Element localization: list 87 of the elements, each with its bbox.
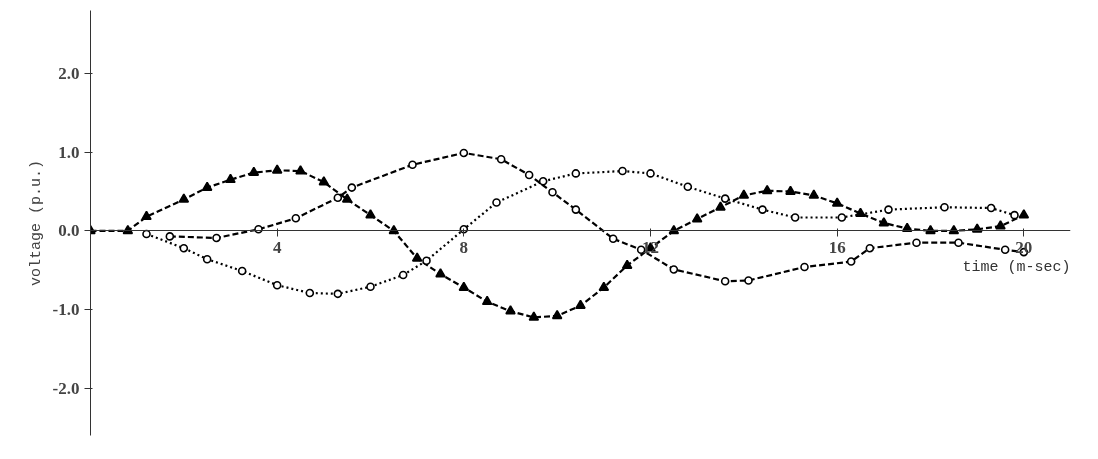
point (271, 164, 283, 174)
y-tick-label: 2.0 (58, 63, 80, 83)
point (202, 254, 212, 264)
point (272, 280, 282, 290)
point (878, 217, 890, 227)
point (481, 295, 493, 306)
point (165, 232, 175, 241)
point (846, 257, 856, 266)
point (995, 220, 1006, 230)
point (212, 233, 221, 243)
point (366, 282, 375, 292)
point (1018, 209, 1030, 219)
point (459, 148, 469, 158)
point (618, 166, 627, 176)
x-tick-label: 16 (828, 237, 846, 257)
point (179, 243, 189, 253)
y-tick-label: -2.0 (52, 378, 80, 398)
point (201, 181, 213, 191)
point (683, 182, 693, 192)
point (575, 299, 586, 310)
point (548, 188, 557, 197)
point (598, 281, 610, 291)
point (608, 234, 618, 244)
point (365, 209, 376, 219)
point (492, 198, 501, 207)
point (738, 189, 750, 199)
point (341, 193, 353, 203)
x-tick-label: 4 (272, 237, 282, 257)
point (551, 309, 563, 320)
point (621, 259, 633, 269)
point (538, 176, 548, 186)
point (142, 229, 151, 239)
y-axis-title: voltage (p.u.) (27, 159, 45, 287)
point (720, 194, 730, 203)
point (831, 197, 843, 207)
point (141, 210, 152, 221)
point (808, 189, 820, 199)
point (720, 276, 730, 286)
point (785, 185, 796, 195)
y-tick-label: 0.0 (58, 221, 80, 241)
point (912, 238, 921, 247)
point (333, 289, 343, 299)
point (986, 203, 996, 213)
point (225, 173, 236, 184)
point (333, 193, 343, 203)
point (940, 202, 949, 212)
point (1010, 210, 1019, 220)
point (800, 262, 809, 272)
point (884, 205, 893, 214)
point (744, 276, 753, 285)
point (837, 213, 847, 222)
point (761, 184, 773, 195)
point (411, 252, 423, 262)
x-axis-title: time (m-sec) (962, 258, 1071, 276)
point (715, 201, 726, 211)
point (496, 154, 506, 164)
y-tick-label: 1.0 (58, 142, 80, 162)
point (248, 166, 260, 177)
x-tick-label: 8 (459, 237, 469, 257)
point (669, 265, 679, 274)
y-tick-label: -1.0 (52, 300, 80, 320)
point (865, 243, 875, 253)
point (691, 213, 703, 223)
point (954, 238, 963, 247)
point (237, 266, 247, 276)
point (524, 170, 534, 180)
point (435, 268, 446, 278)
point (291, 213, 301, 223)
point (408, 160, 417, 170)
point (398, 270, 408, 280)
point (505, 305, 516, 315)
point (458, 281, 470, 291)
point (347, 183, 357, 192)
point (758, 205, 767, 214)
point (305, 288, 315, 298)
point (422, 256, 431, 266)
point (790, 213, 800, 222)
point (571, 205, 581, 214)
point (1000, 245, 1010, 255)
point (318, 176, 330, 186)
point (528, 311, 540, 321)
point (295, 165, 306, 175)
point (855, 207, 866, 217)
point (646, 169, 655, 178)
x-tick-label: 12 (642, 237, 659, 257)
point (571, 169, 581, 178)
point (178, 193, 190, 203)
